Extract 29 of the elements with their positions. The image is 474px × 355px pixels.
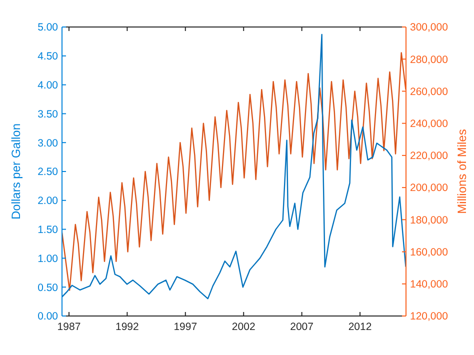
y-tick-label: 2.00 — [38, 195, 58, 208]
y2-tick-label: 240,000 — [410, 118, 448, 130]
y-tick-label: 1.00 — [38, 252, 58, 265]
y2-tick-label: 260,000 — [410, 86, 448, 98]
y2-tick-label: 200,000 — [410, 182, 448, 194]
y2-tick-label: 160,000 — [410, 246, 448, 258]
y-tick-label: 0.50 — [38, 282, 58, 294]
y2-tick-label: 180,000 — [410, 214, 448, 226]
x-tick-label: 1987 — [57, 321, 81, 333]
y2-tick-label: 300,000 — [410, 22, 448, 34]
y-tick-label: 4.00 — [38, 79, 58, 92]
y-tick-label: 3.50 — [38, 108, 58, 120]
y2-tick-label: 220,000 — [410, 150, 448, 162]
x-tick-label: 2007 — [290, 321, 314, 333]
y-tick-label: 0.00 — [38, 310, 58, 323]
y-axis-title: Dollars per Gallon — [9, 123, 23, 220]
y-tick-label: 5.00 — [38, 22, 58, 34]
y-tick-label: 1.50 — [38, 224, 58, 236]
x-tick-label: 2002 — [232, 321, 256, 333]
y-tick-label: 2.50 — [38, 166, 58, 178]
x-tick-label: 2012 — [348, 321, 372, 333]
y-tick-label: 4.50 — [38, 50, 58, 63]
y2-tick-label: 280,000 — [410, 54, 448, 66]
y2-axis-title: Millions of Miles — [455, 129, 469, 214]
x-tick-label: 1992 — [116, 321, 140, 333]
y2-tick-label: 140,000 — [410, 278, 448, 291]
x-tick-label: 1997 — [174, 321, 198, 333]
y2-tick-label: 120,000 — [410, 310, 448, 323]
y-tick-label: 3.00 — [38, 137, 58, 150]
